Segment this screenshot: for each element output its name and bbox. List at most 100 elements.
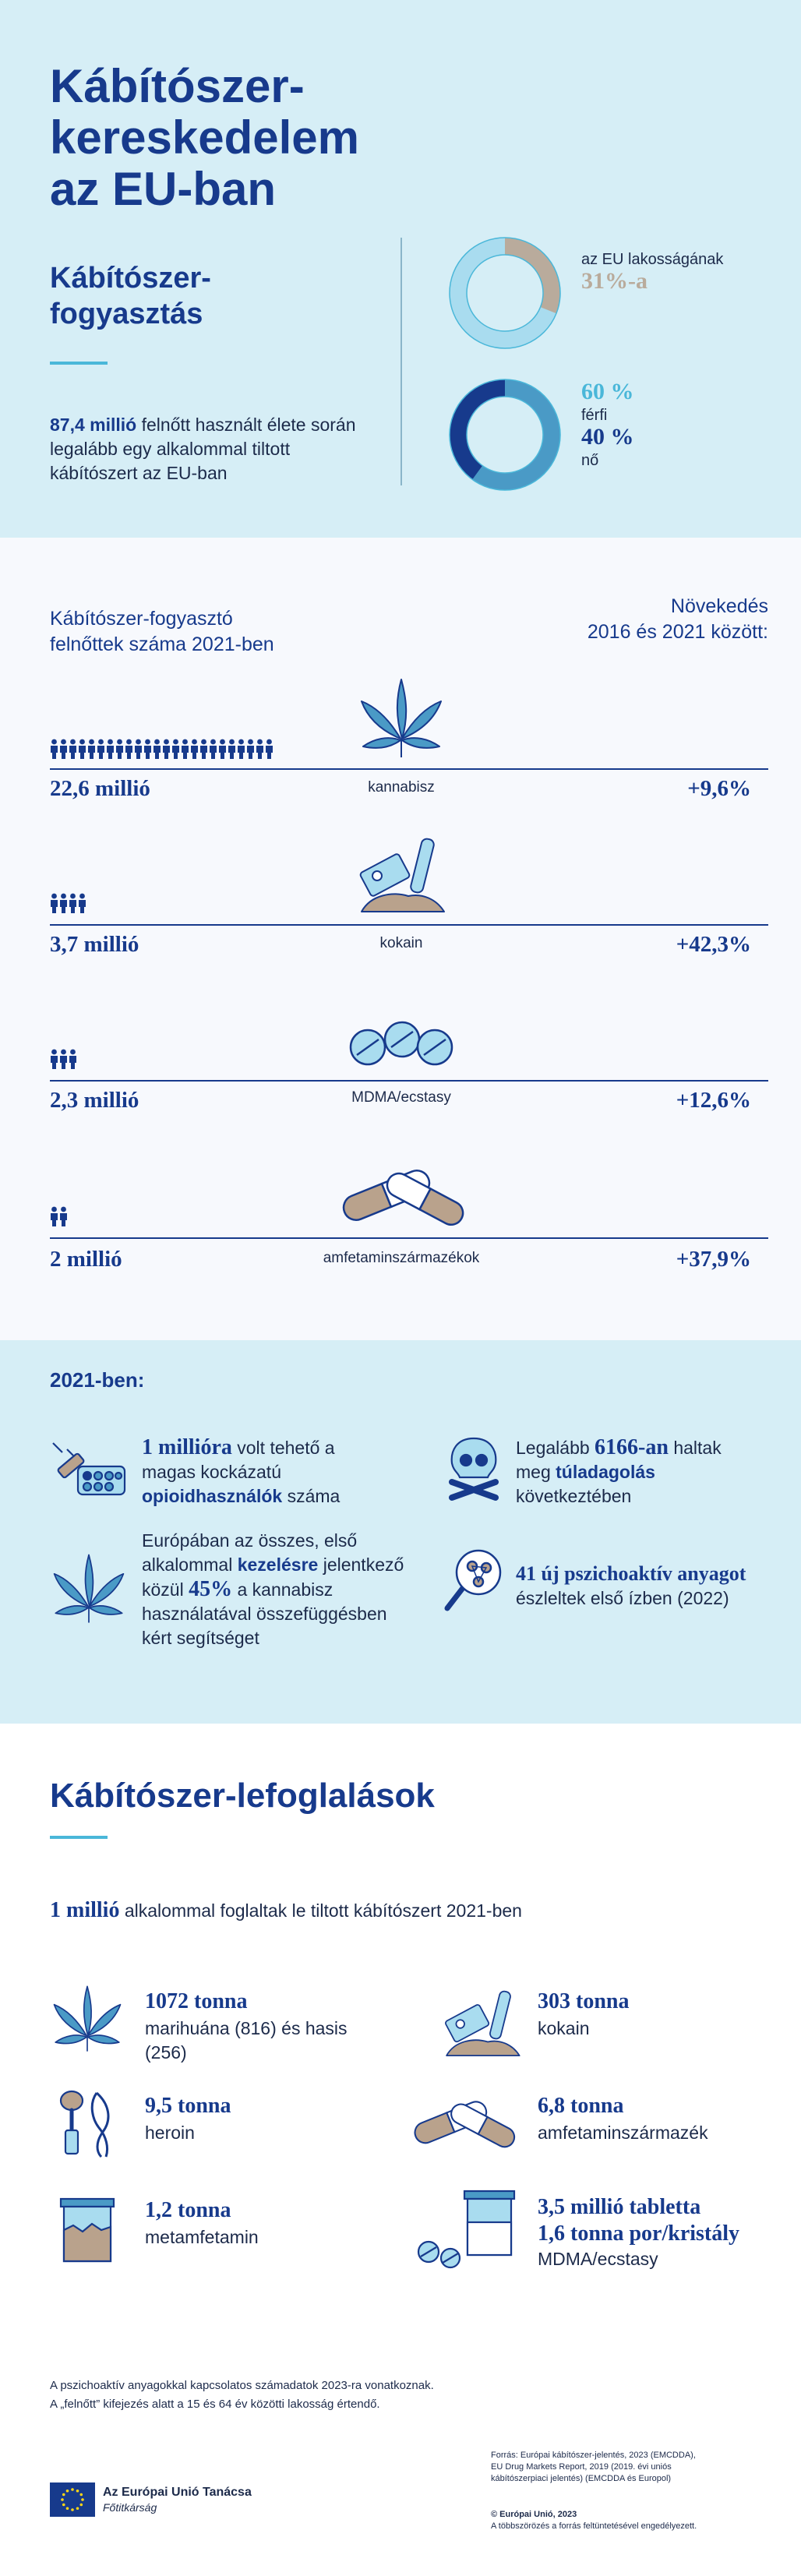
seizure-meth-value: 1,2 tonna (145, 2198, 231, 2222)
methamphetamine-jar-icon (59, 2197, 115, 2263)
nps-value: 41 új pszichoaktív anyagot (516, 1562, 746, 1585)
seizures-intro-value: 1 millió (50, 1898, 120, 1922)
seizure-cannabis-value: 1072 tonna (145, 1989, 248, 2013)
person-icon (51, 1206, 58, 1226)
male-label: férfi (581, 407, 608, 424)
skull-crossbones-icon (449, 1437, 499, 1501)
cannabis-leaf-icon (53, 1985, 122, 2052)
person-icon (266, 739, 273, 759)
consumption-intro: 87,4 millió felnőtt használt élete során… (50, 413, 377, 485)
person-icon (163, 739, 170, 759)
population-value: 31%-a (581, 268, 648, 294)
amphetamine-users-people-icons (50, 1206, 68, 1228)
person-icon (135, 739, 142, 759)
cocaine-name: kokain (379, 935, 423, 951)
seizures-section (0, 1724, 801, 2576)
footnote: A pszichoaktív anyagokkal kapcsolatos sz… (50, 2379, 434, 2411)
seizures-intro: 1 millió alkalommal foglaltak le tiltott… (50, 1898, 522, 1922)
person-icon (125, 739, 132, 759)
eu-council-logo: Az Európai Unió Tanácsa Főtitkárság (50, 2482, 284, 2526)
mdma-user-count: 2,3 millió (50, 1088, 139, 1113)
population-donut-chart (449, 237, 561, 349)
amphetamine-name: amfetaminszármazékok (323, 1250, 480, 1266)
opioid-value: 1 millióra (142, 1435, 232, 1459)
cannabis-user-count: 22,6 millió (50, 776, 150, 801)
facts-heading: 2021-ben: (50, 1368, 145, 1392)
person-icon (210, 739, 217, 759)
seizure-cannabis-label: marihuána (816) és hasis (256) (145, 2018, 348, 2063)
person-icon (153, 739, 161, 759)
cocaine-row-divider (50, 924, 768, 926)
amphetamine-growth: +37,9% (676, 1247, 751, 1272)
mdma-jar-pills-icon (417, 2190, 516, 2269)
heroin-spoon-syringe-icon (59, 2090, 110, 2158)
seizures-title-underline (50, 1836, 108, 1839)
person-icon (182, 739, 189, 759)
consumption-title: Kábítószer- fogyasztás (50, 262, 211, 330)
cocaine-user-count: 3,7 millió (50, 932, 139, 957)
treatment-value: 45% (189, 1577, 233, 1601)
cannabis-users-people-icons (50, 739, 273, 760)
person-icon (51, 893, 58, 913)
flag-star (71, 2488, 74, 2491)
seizure-amphetamine-label: amfetaminszármazék (538, 2123, 708, 2143)
person-icon (172, 739, 179, 759)
seizure-mdma-value: 3,5 millió tabletta 1,6 tonna por/kristá… (538, 2195, 740, 2246)
flag-star (62, 2493, 65, 2497)
person-icon (238, 739, 245, 759)
growth-header: Növekedés 2016 és 2021 között: (587, 595, 768, 643)
person-icon (51, 739, 58, 759)
cocaine-razor-icon (359, 838, 445, 912)
person-icon (51, 1049, 58, 1069)
treatment-fact: Európában az összes, első alkalommal kez… (142, 1530, 404, 1648)
population-label: az EU lakosságának (581, 251, 724, 268)
donut-population-segment (450, 238, 560, 348)
person-icon (60, 739, 67, 759)
title-underline (50, 362, 108, 365)
cocaine-growth: +42,3% (676, 932, 751, 957)
person-icon (97, 739, 104, 759)
magnifier-molecule-icon (444, 1549, 502, 1611)
person-icon (88, 739, 95, 759)
person-icon (219, 739, 226, 759)
flag-star (81, 2498, 84, 2501)
seizure-cocaine-label: kokain (538, 2018, 590, 2038)
person-icon (60, 893, 67, 913)
cannabis-leaf-icon (361, 679, 442, 757)
flag-star (76, 2507, 79, 2511)
seizure-heroin-value: 9,5 tonna (145, 2094, 231, 2118)
person-icon (144, 739, 151, 759)
female-value: 40 % (581, 424, 634, 450)
flag-star (61, 2498, 64, 2501)
mdma-growth: +12,6% (676, 1088, 751, 1113)
vertical-divider (400, 238, 402, 485)
seizure-heroin-label: heroin (145, 2123, 195, 2143)
flag-star (62, 2503, 65, 2507)
male-value: 60 % (581, 379, 634, 404)
copyright: © Európai Unió, 2023 A többszörözés a for… (491, 2510, 697, 2531)
intro-text: felnőtt használt élete során legalább eg… (50, 415, 356, 483)
flag-star (76, 2489, 79, 2493)
donut-male-segment (450, 379, 560, 490)
amphetamine-row-divider (50, 1237, 768, 1239)
amphetamine-capsules-icon (342, 1170, 464, 1226)
mdma-row-divider (50, 1080, 768, 1082)
person-icon (116, 739, 123, 759)
person-icon (69, 1049, 76, 1069)
person-icon (107, 739, 114, 759)
flag-star (65, 2507, 69, 2511)
person-icon (256, 739, 263, 759)
users-header: Kábítószer-fogyasztó felnőttek száma 202… (50, 608, 274, 655)
cannabis-row-divider (50, 768, 768, 770)
person-icon (69, 893, 76, 913)
amphetamine-capsules-icon (414, 2101, 516, 2148)
person-icon (69, 739, 76, 759)
opioid-syringe-pills-icon (52, 1442, 126, 1496)
seizures-title: Kábítószer-lefoglalások (50, 1777, 435, 1815)
logo-name: Az Európai Unió Tanácsa (103, 2486, 252, 2499)
ecstasy-pills-icon (349, 1021, 453, 1066)
logo-subtitle: Főtitkárság (103, 2501, 157, 2514)
opioid-fact: 1 millióra volt tehető a magas kockázatú… (142, 1435, 341, 1506)
cocaine-users-people-icons (50, 893, 86, 915)
